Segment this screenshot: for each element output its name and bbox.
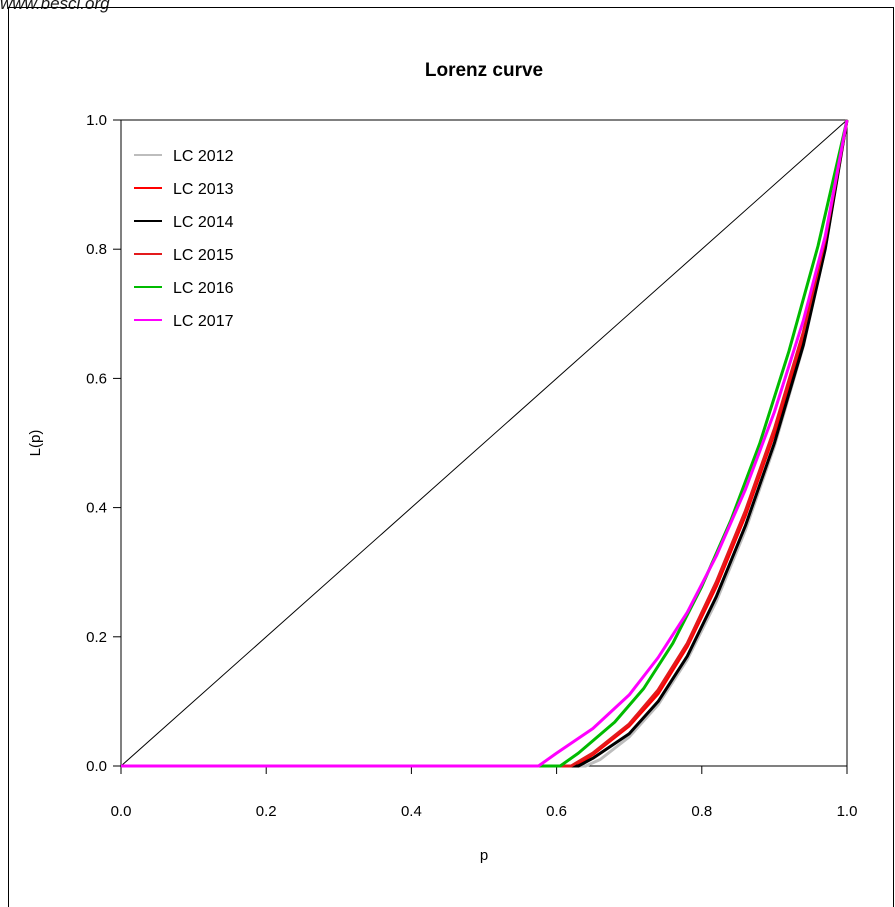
legend-label: LC 2016 bbox=[173, 280, 234, 297]
x-tick-label: 0.0 bbox=[111, 803, 132, 820]
equality-line bbox=[120, 119, 848, 767]
watermark: www.besci.org bbox=[0, 0, 110, 13]
y-tick-label: 0.4 bbox=[86, 500, 107, 517]
legend-label: LC 2017 bbox=[173, 313, 234, 330]
x-tick-label: 0.4 bbox=[401, 803, 422, 820]
y-tick-label: 0.6 bbox=[86, 370, 107, 387]
legend-label: LC 2013 bbox=[173, 181, 234, 198]
x-tick-label: 0.2 bbox=[256, 803, 277, 820]
x-tick-label: 0.8 bbox=[691, 803, 712, 820]
y-tick-label: 0.2 bbox=[86, 629, 107, 646]
y-axis: 0.0 0.2 0.4 0.6 0.8 1.0 bbox=[86, 112, 121, 775]
y-axis-label: L(p) bbox=[27, 430, 44, 457]
y-tick-label: 1.0 bbox=[86, 112, 107, 129]
series-line-lc-2017 bbox=[121, 119, 849, 768]
x-tick-label: 1.0 bbox=[837, 803, 858, 820]
plot-frame bbox=[8, 7, 894, 907]
y-tick-label: 0.8 bbox=[86, 241, 107, 258]
legend-label: LC 2012 bbox=[173, 148, 234, 165]
chart-title: Lorenz curve bbox=[425, 60, 543, 81]
legend-label: LC 2015 bbox=[173, 247, 234, 264]
legend: LC 2012 LC 2013 LC 2014 LC 2015 LC 2016 LC 20… bbox=[134, 148, 234, 330]
series-line-lc-2014 bbox=[121, 119, 849, 768]
x-axis: 0.0 0.2 0.4 0.6 0.8 1.0 bbox=[111, 766, 858, 820]
x-axis-label: p bbox=[480, 847, 488, 864]
legend-label: LC 2014 bbox=[173, 214, 234, 231]
series-lines bbox=[120, 119, 849, 768]
y-tick-label: 0.0 bbox=[86, 758, 107, 775]
x-tick-label: 0.6 bbox=[546, 803, 567, 820]
series-line-lc-2015 bbox=[121, 119, 849, 768]
